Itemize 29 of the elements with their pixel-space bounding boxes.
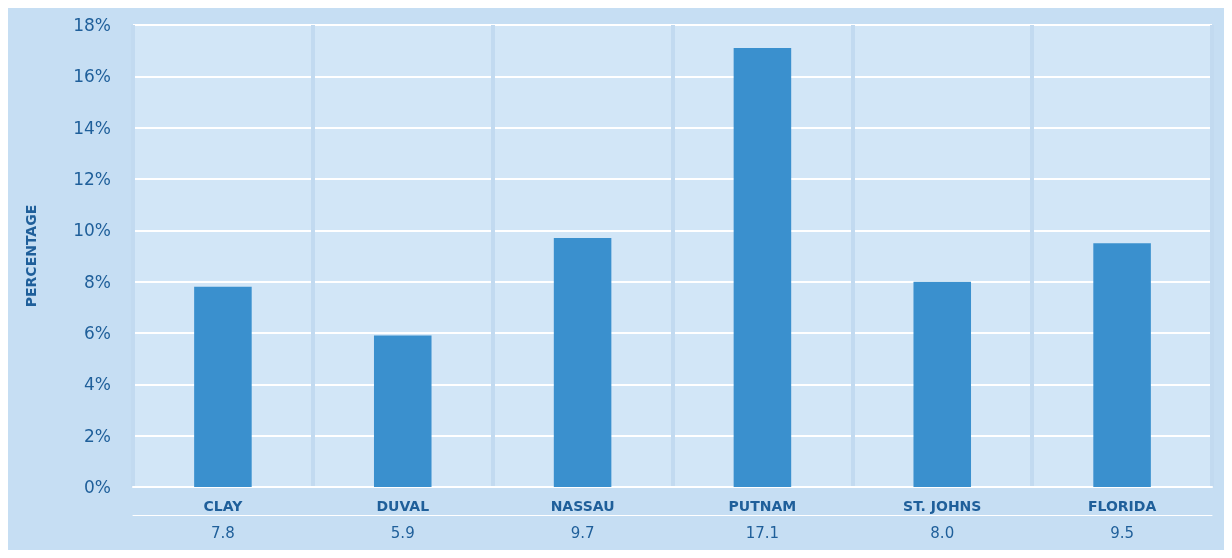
bar: [913, 281, 972, 487]
data-label: 17.1: [745, 523, 780, 542]
bar: [194, 286, 252, 487]
y-tick-label: 6%: [84, 323, 111, 343]
y-tick-label: 16%: [73, 66, 111, 87]
y-tick-label: 18%: [73, 15, 111, 35]
x-tick-label: NASSAU: [550, 498, 615, 514]
x-tick-label: CLAY: [203, 498, 244, 514]
data-label: 7.8: [210, 523, 235, 542]
x-tick-label: DUVAL: [376, 498, 430, 514]
y-tick-label: 12%: [73, 169, 111, 189]
x-tick-label: FLORIDA: [1087, 498, 1157, 514]
data-label: 5.9: [390, 523, 415, 542]
data-label: 9.5: [1110, 523, 1135, 542]
y-tick-label: 0%: [84, 477, 111, 497]
bar: [1093, 243, 1151, 487]
y-tick-label: 4%: [84, 374, 111, 395]
y-tick-label: 10%: [73, 220, 111, 241]
bar: [733, 48, 792, 487]
bar: [553, 238, 612, 487]
y-tick-label: 8%: [84, 271, 111, 292]
bar: [373, 335, 432, 487]
y-axis-title: PERCENTAGE: [23, 204, 39, 308]
y-tick-label: 14%: [73, 117, 111, 138]
x-tick-label: ST. JOHNS: [903, 498, 982, 514]
x-tick-label: PUTNAM: [728, 498, 797, 514]
data-label: 9.7: [570, 523, 595, 542]
data-label: 8.0: [930, 523, 955, 542]
y-tick-label: 2%: [84, 425, 111, 446]
